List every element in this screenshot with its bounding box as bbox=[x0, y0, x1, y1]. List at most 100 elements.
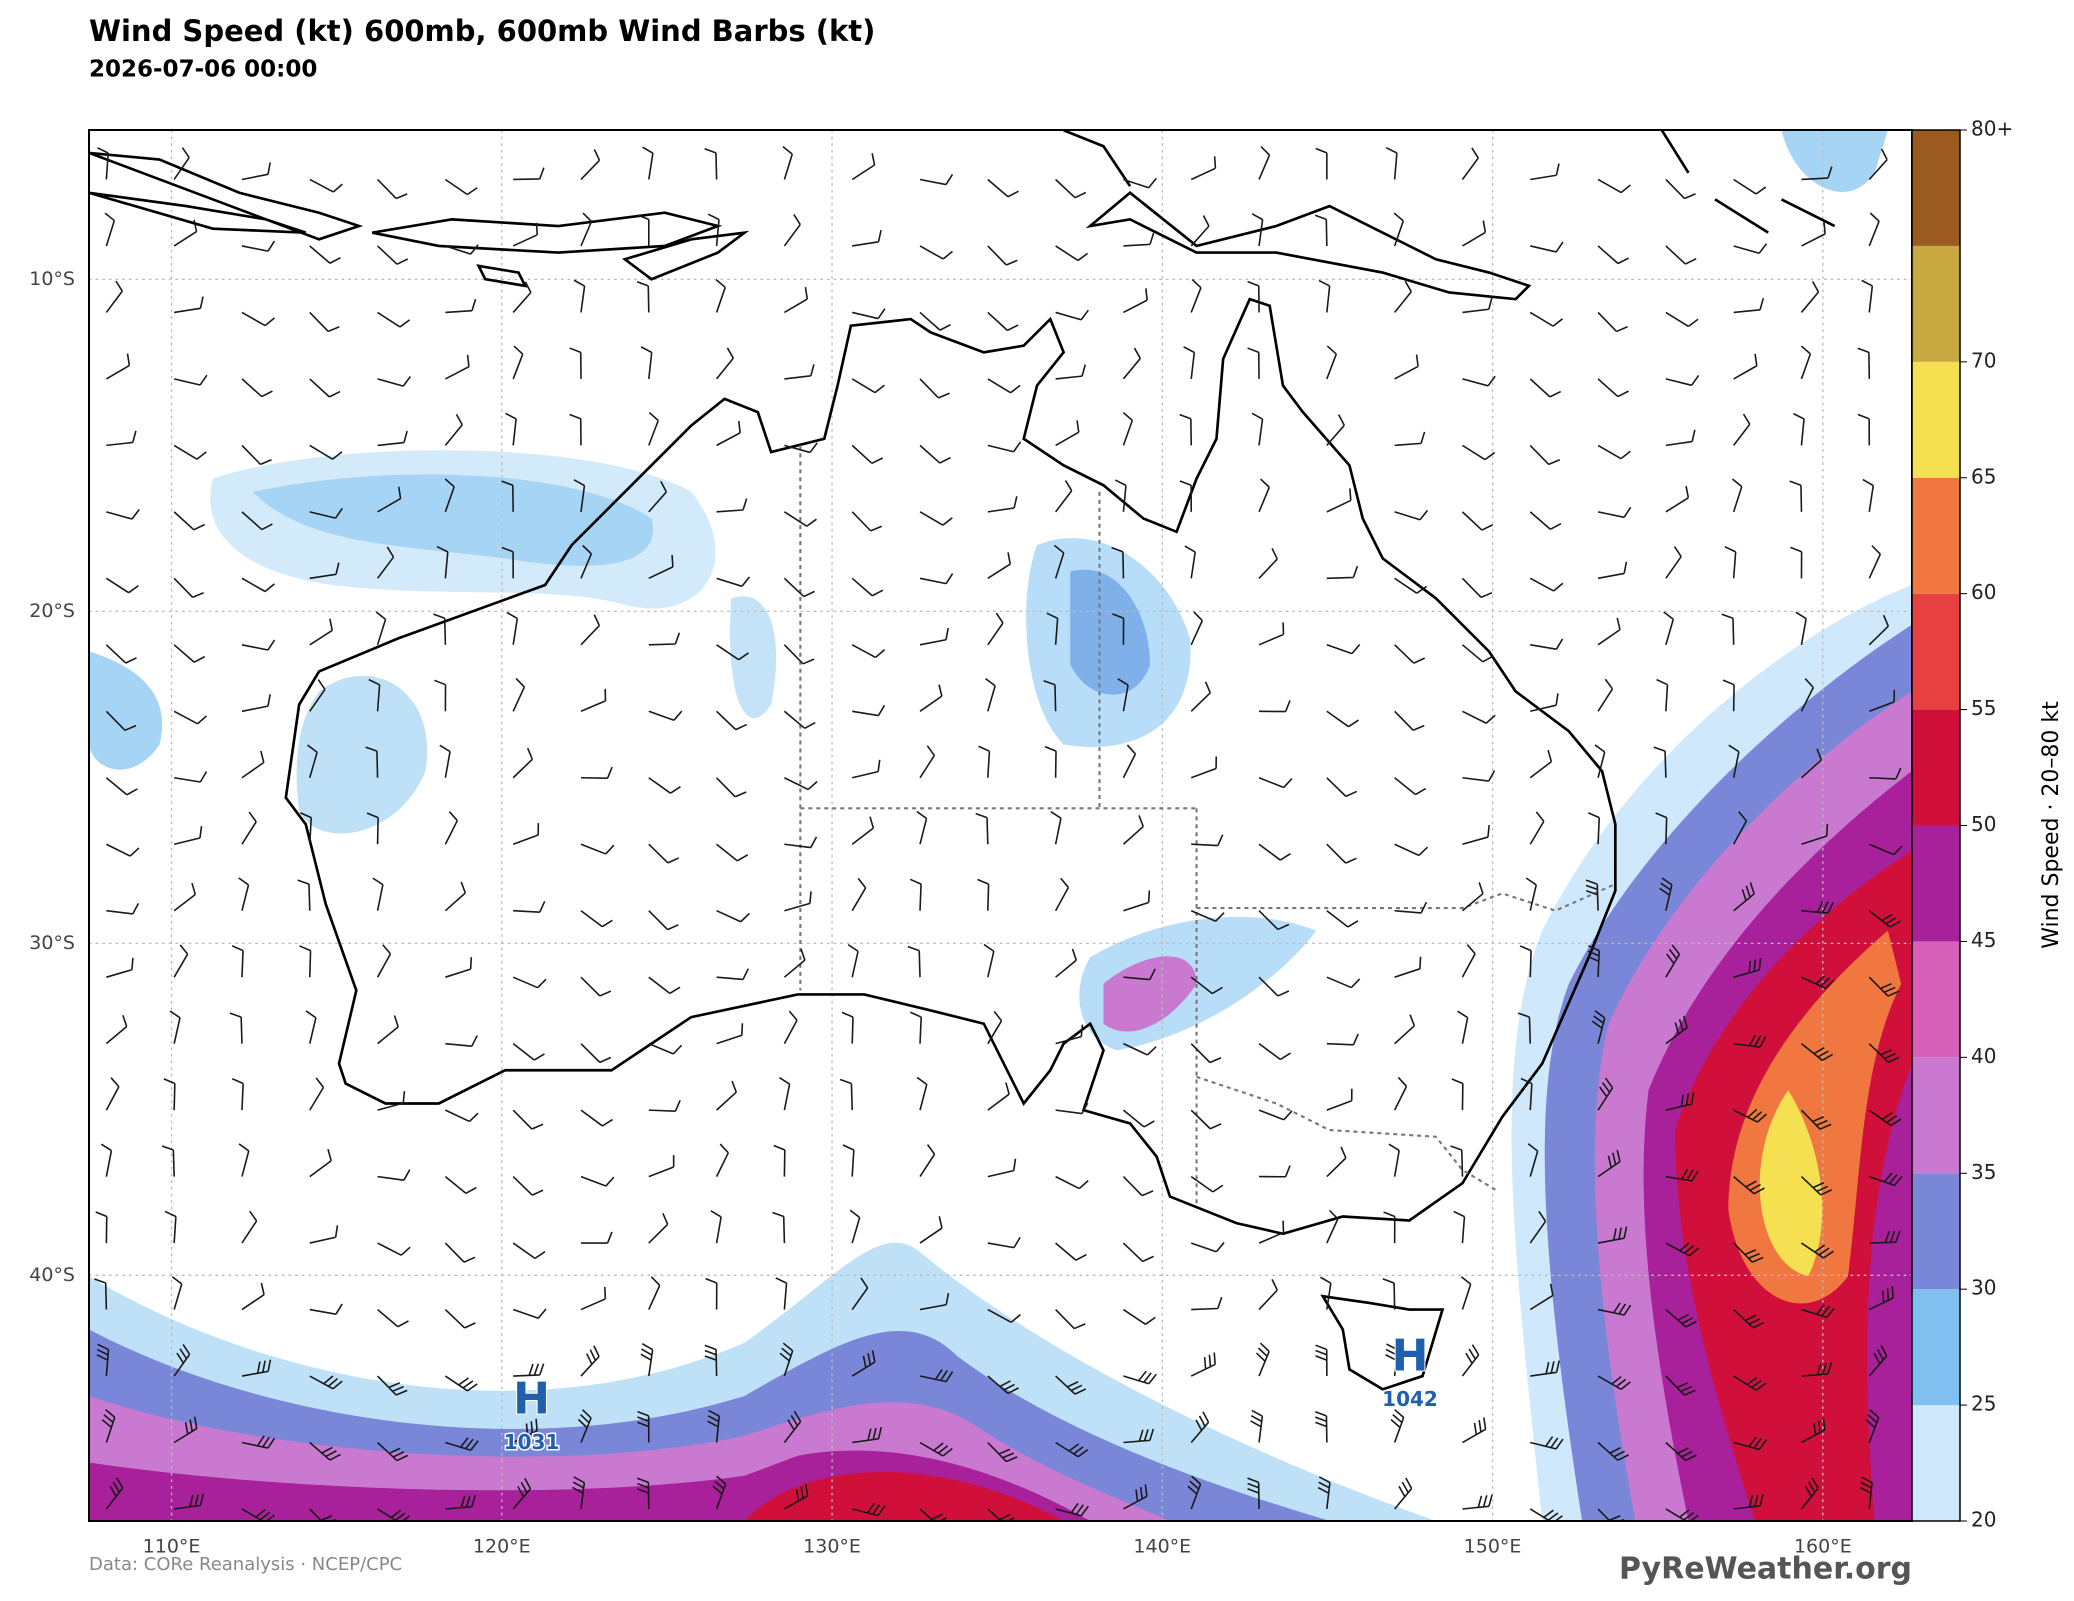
wind-barb bbox=[238, 1143, 250, 1177]
lon-tick-label: 160°E bbox=[1794, 1536, 1852, 1558]
wind-barb bbox=[1868, 1344, 1888, 1377]
wind-barb bbox=[1857, 413, 1871, 446]
wind-barb bbox=[919, 444, 951, 464]
wind-barb bbox=[1314, 1411, 1328, 1443]
wind-barb bbox=[648, 632, 681, 646]
wind-barb bbox=[1258, 777, 1293, 789]
wind-barb bbox=[375, 611, 387, 646]
colorbar-step bbox=[1912, 361, 1960, 478]
wind-shading bbox=[89, 130, 1912, 1521]
wind-barb bbox=[1326, 345, 1338, 380]
wind-barb bbox=[104, 212, 116, 247]
wind-barb bbox=[716, 1080, 738, 1111]
wind-barb bbox=[377, 1308, 409, 1328]
wind-barb bbox=[775, 1277, 788, 1310]
subtitle: 2026-07-06 00:00 bbox=[89, 57, 317, 83]
wind-barb bbox=[784, 836, 818, 849]
wind-barb bbox=[1054, 877, 1070, 912]
wind-barb bbox=[1462, 375, 1496, 387]
wind-barb bbox=[241, 811, 257, 845]
wind-barb bbox=[1800, 1109, 1832, 1130]
wind-barb bbox=[1597, 1441, 1629, 1462]
wind-barb bbox=[1055, 1175, 1089, 1190]
wind-barb bbox=[1190, 1175, 1224, 1193]
wind-barb bbox=[512, 1109, 544, 1130]
map-layers bbox=[89, 130, 1912, 1521]
wind-barb bbox=[783, 214, 801, 247]
colorbar-step bbox=[1912, 477, 1960, 594]
wind-barb bbox=[783, 511, 817, 527]
wind-barb bbox=[648, 554, 674, 580]
wind-barb bbox=[1123, 177, 1157, 189]
wind-barb bbox=[1461, 147, 1479, 180]
wind-barb bbox=[1801, 166, 1833, 181]
wind-barb bbox=[1525, 877, 1538, 911]
wind-barb bbox=[577, 1409, 592, 1443]
wind-barb bbox=[1869, 1172, 1903, 1187]
wind-barb bbox=[444, 1175, 477, 1195]
wind-barb bbox=[1462, 770, 1496, 782]
wind-barb bbox=[512, 823, 540, 845]
wind-barb bbox=[512, 1242, 546, 1260]
wind-barb bbox=[580, 212, 593, 247]
wind-barb bbox=[1258, 146, 1271, 180]
wind-barb bbox=[173, 882, 197, 912]
wind-barb bbox=[852, 229, 882, 247]
wind-barb bbox=[1530, 638, 1564, 650]
wind-barb bbox=[783, 948, 806, 978]
wind-barb bbox=[241, 444, 272, 466]
wind-barb bbox=[309, 444, 343, 460]
wind-barb bbox=[1247, 347, 1260, 379]
wind-barb bbox=[366, 812, 379, 845]
wind-barb bbox=[1665, 485, 1690, 513]
wind-barb bbox=[1800, 748, 1823, 779]
wind-barb bbox=[1868, 1109, 1902, 1127]
wind-barb bbox=[1665, 1092, 1695, 1111]
colorbar-step bbox=[1912, 593, 1960, 710]
wind-barb bbox=[444, 1308, 476, 1329]
wind-barb bbox=[1800, 345, 1812, 380]
wind-barb bbox=[377, 1508, 411, 1521]
wind-barb bbox=[241, 1210, 258, 1244]
wind-barb bbox=[444, 1242, 476, 1263]
wind-barb bbox=[987, 1010, 1003, 1045]
wind-barb bbox=[783, 644, 815, 665]
wind-barb bbox=[1385, 1343, 1398, 1377]
wind-barb bbox=[173, 444, 207, 460]
lat-tick-label: 40°S bbox=[29, 1264, 75, 1286]
wind-barb bbox=[309, 679, 326, 712]
wind-barb bbox=[1800, 678, 1815, 712]
wind-barb bbox=[648, 910, 679, 931]
wind-barb bbox=[1250, 1409, 1264, 1443]
wind-barb bbox=[907, 945, 921, 978]
wind-barb bbox=[1529, 378, 1562, 398]
wind-barb bbox=[851, 511, 883, 532]
wind-barb bbox=[309, 1077, 325, 1111]
wind-barb bbox=[105, 353, 131, 380]
wind-barb bbox=[983, 943, 995, 978]
wind-barb bbox=[1801, 221, 1826, 247]
wind-barb bbox=[987, 311, 1019, 332]
wind-barb bbox=[1123, 890, 1151, 912]
wind-barb bbox=[100, 1143, 113, 1177]
wind-barb bbox=[1733, 1308, 1765, 1329]
wind-barb bbox=[1394, 509, 1429, 521]
wind-barb bbox=[501, 546, 514, 579]
wind-barb bbox=[309, 618, 334, 646]
wind-barb bbox=[106, 843, 140, 857]
wind-barb bbox=[783, 577, 815, 598]
wind-barb bbox=[987, 1308, 1021, 1324]
wind-barb bbox=[1190, 681, 1211, 712]
wind-barb bbox=[1191, 1296, 1223, 1311]
wind-barb bbox=[173, 644, 206, 663]
wind-barb bbox=[1728, 744, 1740, 778]
wind-barb bbox=[1183, 346, 1196, 379]
wind-barb bbox=[783, 1010, 798, 1045]
wind-barb bbox=[1055, 948, 1077, 978]
wind-barb bbox=[648, 411, 659, 446]
wind-barb bbox=[1462, 1494, 1493, 1510]
wind-barb bbox=[1868, 212, 1880, 247]
wind-barb bbox=[1251, 213, 1264, 247]
wind-barb bbox=[852, 759, 881, 779]
wind-barb bbox=[637, 214, 650, 246]
